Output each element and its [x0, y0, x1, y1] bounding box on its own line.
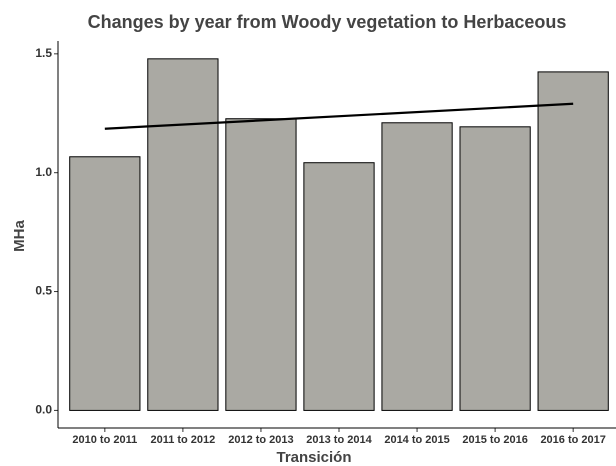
trend-line — [104, 102, 574, 130]
x-tick-label: 2014 to 2015 — [384, 434, 449, 446]
y-tick-label: 1.0 — [35, 165, 52, 179]
chart-title: Changes by year from Woody vegetation to… — [88, 12, 567, 32]
x-tick-label: 2010 to 2011 — [72, 434, 137, 446]
x-axis-label: Transición — [276, 449, 351, 466]
x-tick-label: 2013 to 2014 — [306, 434, 372, 446]
x-tick-label: 2012 to 2013 — [228, 434, 293, 446]
y-tick-label: 0.0 — [35, 403, 52, 417]
bar — [303, 162, 375, 411]
bar — [381, 122, 453, 411]
bar — [147, 58, 219, 411]
x-tick-label: 2015 to 2016 — [462, 434, 527, 446]
y-axis-label: MHa — [11, 220, 28, 252]
bar — [225, 118, 297, 411]
y-tick-label: 1.5 — [35, 46, 52, 60]
y-tick-label: 0.5 — [35, 284, 52, 298]
bar — [459, 126, 531, 411]
bar — [537, 71, 609, 411]
x-tick-label: 2011 to 2012 — [150, 434, 215, 446]
bar — [69, 156, 141, 411]
x-tick-label: 2016 to 2017 — [540, 434, 605, 446]
